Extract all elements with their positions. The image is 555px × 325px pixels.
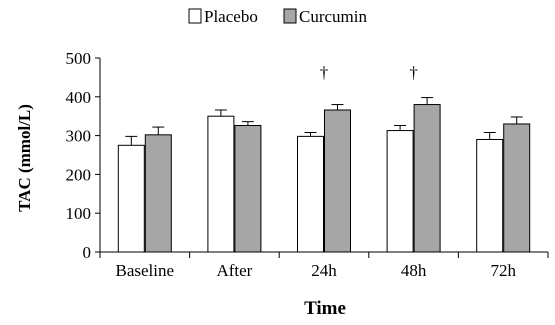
x-tick-label: 24h bbox=[311, 261, 337, 280]
bar-placebo-after bbox=[207, 115, 235, 253]
bar-curcumin-48h bbox=[413, 104, 441, 253]
legend-label-placebo: Placebo bbox=[204, 7, 258, 26]
bar-placebo-48h bbox=[386, 130, 414, 253]
legend-swatch-placebo bbox=[188, 8, 202, 24]
bar-curcumin-baseline bbox=[144, 134, 172, 253]
y-tick-label: 200 bbox=[66, 165, 92, 184]
significance-dagger: † bbox=[320, 63, 329, 82]
significance-dagger: † bbox=[409, 63, 418, 82]
x-tick-label: Baseline bbox=[116, 261, 175, 280]
bar-curcumin-24h bbox=[324, 109, 351, 253]
legend-label-curcumin: Curcumin bbox=[299, 7, 367, 26]
y-tick-label: 300 bbox=[66, 127, 92, 146]
x-tick-label: After bbox=[216, 261, 252, 280]
bar-curcumin-72h bbox=[503, 123, 531, 253]
legend-swatch-curcumin bbox=[283, 8, 297, 24]
y-tick-label: 100 bbox=[66, 204, 92, 223]
y-axis-title: TAC (mmol/L) bbox=[15, 104, 34, 212]
y-tick-label: 0 bbox=[83, 243, 92, 262]
plot-area: 0 100 200 300 400 500 Baseline After 24h 48h 72h † † bbox=[66, 49, 549, 280]
x-tick-label: 72h bbox=[490, 261, 516, 280]
y-tick-label: 500 bbox=[66, 49, 92, 68]
y-tick-label: 400 bbox=[66, 88, 92, 107]
x-tick-label: 48h bbox=[401, 261, 427, 280]
bar-curcumin-after bbox=[234, 125, 262, 253]
legend: Placebo Curcumin bbox=[188, 7, 367, 26]
bar-placebo-72h bbox=[476, 138, 504, 253]
bar-placebo-baseline bbox=[117, 144, 145, 253]
x-axis-title: Time bbox=[304, 298, 346, 319]
bar-placebo-24h bbox=[297, 135, 324, 253]
